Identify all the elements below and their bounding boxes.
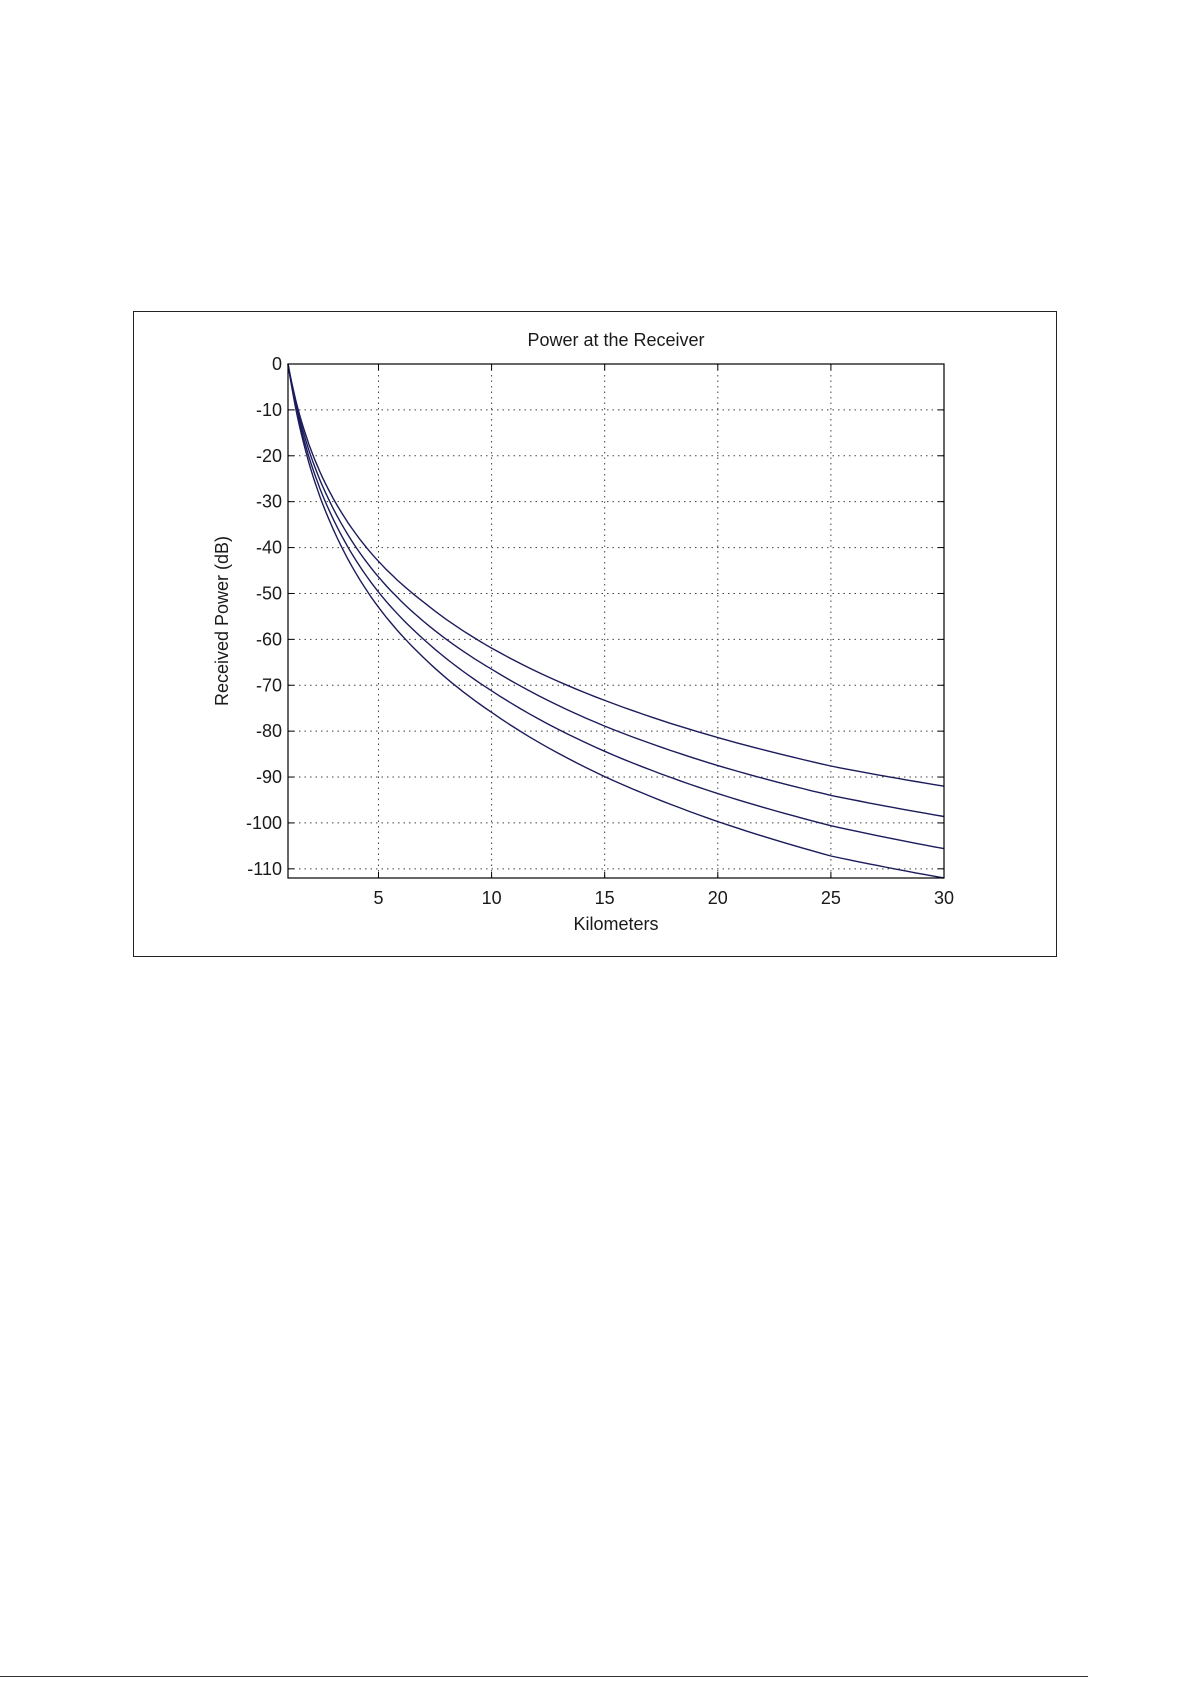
y-tick-label: -90 <box>256 767 282 787</box>
x-tick-label: 25 <box>821 888 841 908</box>
y-tick-label: -20 <box>256 446 282 466</box>
x-tick-label: 30 <box>934 888 954 908</box>
x-axis-label: Kilometers <box>573 914 658 934</box>
series-line-3 <box>287 363 945 850</box>
received-power-chart: Power at the Receiver 5 10 15 20 25 30 0 -10 -20… <box>212 330 954 934</box>
y-tick-label: 0 <box>272 354 282 374</box>
axis-ticks: 5 10 15 20 25 30 0 -10 -20 -30 -40 -50 -60 -70 -80 -90 -… <box>246 354 954 908</box>
y-tick-label: -50 <box>256 583 282 603</box>
x-tick-label: 20 <box>708 888 728 908</box>
y-tick-label: -60 <box>256 629 282 649</box>
x-tick-label: 5 <box>373 888 383 908</box>
y-tick-label: -10 <box>256 400 282 420</box>
figure-frame <box>133 311 1057 957</box>
y-tick-label: -110 <box>247 859 282 879</box>
grid-lines <box>288 364 944 878</box>
page-bottom-rule <box>0 1676 1088 1677</box>
plot-area-border <box>287 363 945 879</box>
y-tick-label: -30 <box>256 492 282 512</box>
series-line-1 <box>287 363 945 787</box>
series-lines <box>287 363 945 879</box>
series-line-2 <box>287 363 945 818</box>
y-axis-label: Received Power (dB) <box>212 536 232 706</box>
x-tick-label: 10 <box>482 888 502 908</box>
series-line-4 <box>287 363 945 879</box>
y-tick-label: -40 <box>256 538 282 558</box>
y-tick-label: -100 <box>246 813 282 833</box>
x-tick-label: 15 <box>595 888 615 908</box>
y-tick-label: -80 <box>256 721 282 741</box>
chart-title: Power at the Receiver <box>527 330 704 350</box>
y-tick-label: -70 <box>256 675 282 695</box>
